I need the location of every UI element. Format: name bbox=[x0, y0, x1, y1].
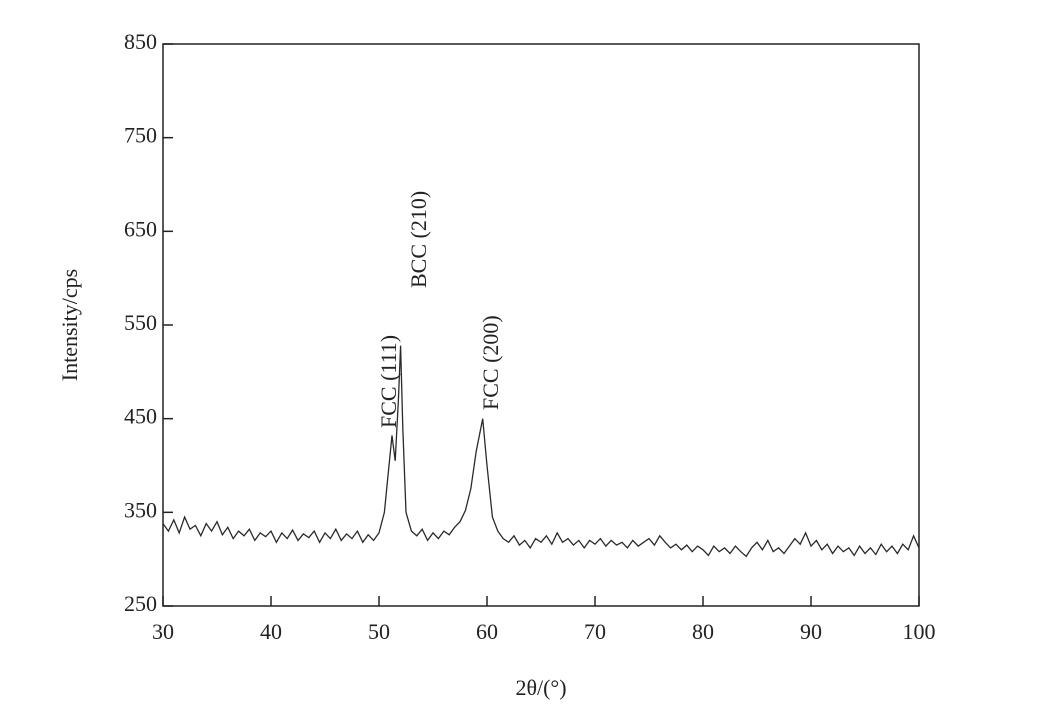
peak-annotation: FCC (200) bbox=[478, 315, 503, 410]
y-tick-label: 650 bbox=[124, 216, 157, 241]
x-tick-label: 80 bbox=[692, 619, 714, 644]
y-tick-label: 550 bbox=[124, 310, 157, 335]
y-tick-label: 750 bbox=[124, 123, 157, 148]
data-line bbox=[162, 345, 920, 558]
x-tick-label: 30 bbox=[152, 619, 174, 644]
x-tick-label: 100 bbox=[903, 619, 936, 644]
y-tick-label: 850 bbox=[124, 29, 157, 54]
peak-annotation: FCC (111) bbox=[376, 335, 401, 428]
plot-frame bbox=[162, 43, 920, 607]
x-tick-label: 90 bbox=[800, 619, 822, 644]
y-tick-label: 350 bbox=[124, 497, 157, 522]
x-tick-label: 70 bbox=[584, 619, 606, 644]
x-tick-label: 50 bbox=[368, 619, 390, 644]
y-axis-label: Intensity/cps bbox=[57, 269, 82, 381]
x-tick-label: 60 bbox=[476, 619, 498, 644]
x-axis-label: 2θ/(°) bbox=[515, 675, 566, 700]
y-tick-label: 250 bbox=[124, 591, 157, 616]
x-tick-label: 40 bbox=[260, 619, 282, 644]
y-tick-label: 450 bbox=[124, 404, 157, 429]
peak-annotation: BCC (210) bbox=[406, 191, 431, 288]
